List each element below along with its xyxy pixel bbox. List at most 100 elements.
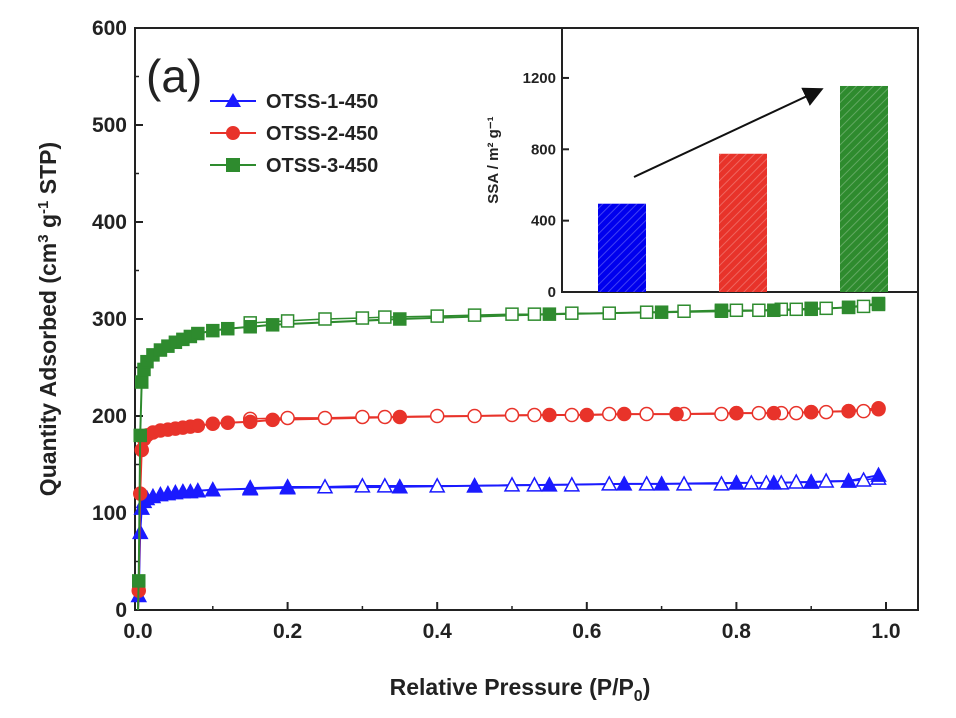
desorption-point	[714, 406, 729, 422]
desorption-point	[430, 309, 444, 323]
inset-y-axis-label: SSA / m² g⁻¹	[485, 116, 502, 203]
legend: OTSS-1-450 OTSS-2-450 OTSS-3-450	[210, 91, 378, 177]
adsorption-point	[654, 305, 669, 319]
adsorption-point	[392, 409, 408, 425]
adsorption-point	[393, 312, 407, 326]
inset-bar-hatch	[598, 203, 646, 292]
inset-y-tick-label: 0	[548, 284, 556, 301]
inset-y-tick-label: 800	[531, 141, 556, 158]
desorption-point	[376, 477, 394, 493]
inset-axis-ticks: 0 400 800 1200	[523, 70, 569, 301]
adsorption-point	[871, 296, 886, 311]
desorption-point	[354, 477, 371, 493]
desorption-point	[789, 302, 803, 317]
desorption-point	[504, 407, 520, 423]
adsorption-point	[541, 476, 558, 492]
y-tick-label: 0	[115, 599, 127, 622]
adsorption-point	[206, 323, 220, 338]
adsorption-point	[220, 415, 236, 431]
desorption-point	[752, 303, 766, 318]
desorption-point	[563, 476, 581, 492]
legend-item-otss-1: OTSS-1-450	[210, 91, 378, 113]
legend-label-otss-2: OTSS-2-450	[266, 123, 378, 145]
desorption-point	[817, 472, 835, 488]
legend-label-otss-1: OTSS-1-450	[266, 91, 378, 113]
desorption-point	[527, 407, 542, 423]
y-tick-label: 400	[92, 211, 127, 234]
adsorption-point	[767, 303, 781, 318]
adsorption-line	[137, 407, 879, 611]
desorption-point	[280, 410, 295, 426]
adsorption-point	[840, 472, 857, 488]
desorption-point	[600, 475, 618, 491]
inset-bar-chart: 0 400 800 1200 SSA / m² g⁻¹	[485, 27, 919, 301]
legend-item-otss-3: OTSS-3-450	[210, 155, 378, 177]
adsorption-point	[204, 481, 222, 497]
desorption-point	[316, 478, 334, 494]
desorption-point	[280, 314, 295, 328]
adsorption-point	[265, 318, 280, 332]
adsorption-point	[616, 406, 632, 422]
adsorption-point	[802, 473, 820, 489]
desorption-point	[855, 471, 872, 487]
desorption-point	[527, 307, 542, 321]
desorption-point	[505, 307, 519, 321]
desorption-point	[677, 304, 691, 318]
main-series-layer	[130, 296, 887, 611]
adsorption-point	[870, 466, 887, 482]
desorption-point	[788, 405, 804, 421]
y-tick-label: 300	[92, 308, 127, 331]
x-tick-label: 0.8	[722, 620, 752, 643]
desorption-point	[675, 475, 693, 491]
adsorption-point	[729, 405, 744, 421]
desorption-point	[467, 408, 482, 424]
desorption-point	[713, 475, 730, 491]
legend-item-otss-2: OTSS-2-450	[210, 123, 378, 145]
adsorption-point	[728, 474, 745, 490]
adsorption-point	[841, 403, 856, 419]
desorption-point	[378, 310, 392, 324]
adsorption-point	[653, 475, 670, 491]
desorption-point	[355, 311, 370, 325]
increase-arrow	[633, 87, 824, 178]
adsorption-point	[265, 412, 280, 428]
y-tick-label: 600	[92, 17, 127, 40]
adsorption-point	[841, 300, 856, 315]
adsorption-point	[871, 400, 886, 416]
adsorption-line	[137, 302, 879, 611]
adsorption-point	[241, 480, 259, 496]
x-tick-label: 0.4	[423, 620, 453, 643]
y-tick-label: 200	[92, 405, 127, 428]
x-axis-label: Relative Pressure (P/P0)	[390, 674, 651, 705]
adsorption-point	[765, 474, 783, 490]
inset-bar-hatch	[719, 153, 767, 292]
desorption-point	[602, 306, 616, 320]
adsorption-point	[615, 475, 633, 491]
adsorption-point	[579, 407, 595, 423]
adsorption-point	[542, 307, 557, 321]
adsorption-point	[243, 320, 257, 334]
adsorption-point	[279, 479, 296, 495]
inset-bar-hatch	[840, 85, 888, 292]
desorption-point	[819, 301, 833, 316]
adsorption-point	[205, 416, 221, 432]
y-tick-label: 500	[92, 114, 127, 137]
legend-label-otss-3: OTSS-3-450	[266, 155, 378, 177]
y-axis-label: Quantity Adsorbed (cm3 g-1 STP)	[35, 142, 61, 496]
desorption-point	[318, 312, 332, 326]
desorption-point	[526, 476, 543, 492]
desorption-point	[467, 308, 482, 322]
desorption-point	[639, 305, 654, 319]
adsorption-point	[669, 406, 684, 422]
desorption-point	[601, 406, 617, 422]
x-tick-label: 0.2	[273, 620, 302, 643]
inset-bars	[598, 85, 888, 292]
desorption-point	[503, 476, 521, 492]
x-tick-label: 0.0	[123, 620, 152, 643]
desorption-point	[429, 408, 445, 424]
triangle-marker-icon	[225, 93, 241, 107]
desorption-point	[639, 406, 654, 422]
adsorption-point	[242, 414, 258, 430]
adsorption-point	[133, 428, 147, 443]
panel-label: (a)	[146, 50, 202, 102]
